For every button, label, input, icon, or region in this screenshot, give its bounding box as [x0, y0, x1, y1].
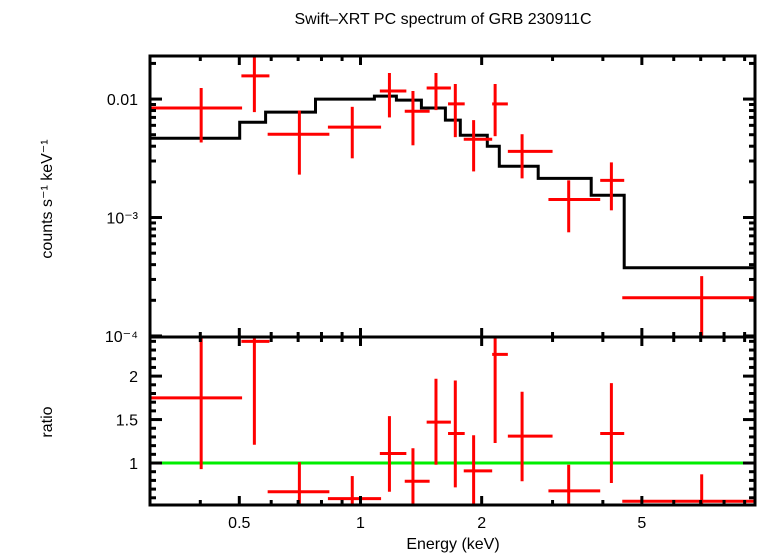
- spectrum-data-point: [404, 90, 430, 146]
- spectrum-data-point: [622, 276, 755, 337]
- ratio-data-point: [548, 464, 601, 505]
- y-tick-label: 10⁻⁴: [105, 329, 138, 346]
- ratio-data-point: [379, 416, 407, 492]
- x-tick-label: 1: [356, 515, 365, 532]
- ratio-data-point: [150, 337, 243, 470]
- y-tick-label: 2: [129, 369, 138, 386]
- y-axis-label-spectrum: counts s⁻¹ keV⁻¹: [39, 139, 56, 258]
- spectrum-data-point: [267, 110, 330, 175]
- ratio-data-point: [622, 474, 755, 505]
- ratio-data-point: [507, 391, 553, 482]
- x-tick-label: 0.5: [228, 515, 250, 532]
- ratio-data-point: [241, 337, 270, 445]
- spectrum-data-point: [448, 84, 465, 138]
- spectrum-data-point: [463, 120, 493, 172]
- x-tick-label: 5: [637, 515, 646, 532]
- spectrum-data-point: [379, 72, 407, 118]
- spectrum-data-point: [600, 162, 625, 211]
- y-tick-label: 1: [129, 456, 138, 473]
- ratio-data-point: [492, 337, 508, 444]
- ratio-data-point: [327, 476, 382, 505]
- ratio-data-point: [404, 448, 430, 505]
- spectrum-data-point: [426, 72, 451, 111]
- ratio-data-point: [426, 378, 451, 465]
- spectrum-data-point: [241, 56, 270, 113]
- spectrum-plot-area: [150, 56, 755, 337]
- model-step-line: [150, 94, 755, 270]
- spectrum-data-point: [492, 84, 508, 137]
- y-tick-label: 1.5: [116, 413, 138, 430]
- chart-title: Swift–XRT PC spectrum of GRB 230911C: [294, 11, 591, 28]
- spectrum-data-point: [548, 180, 601, 233]
- y-tick-label: 0.01: [107, 92, 138, 109]
- x-axis-label: Energy (keV): [406, 536, 499, 553]
- ratio-data-point: [267, 462, 330, 505]
- y-tick-label: 10⁻³: [106, 211, 138, 228]
- ratio-data-point: [600, 383, 625, 484]
- spectrum-data-point: [507, 134, 553, 179]
- spectrum-data-point: [327, 106, 382, 159]
- ratio-data-point: [463, 435, 493, 505]
- spectrum-data-point: [150, 88, 243, 143]
- ratio-panel: 0.5 1 2 5 1 1.5 2: [116, 335, 757, 532]
- x-tick-label: 2: [477, 515, 486, 532]
- ratio-data-point: [448, 380, 465, 488]
- y-axis-label-ratio: ratio: [39, 406, 56, 437]
- ratio-plot-area: [150, 337, 755, 505]
